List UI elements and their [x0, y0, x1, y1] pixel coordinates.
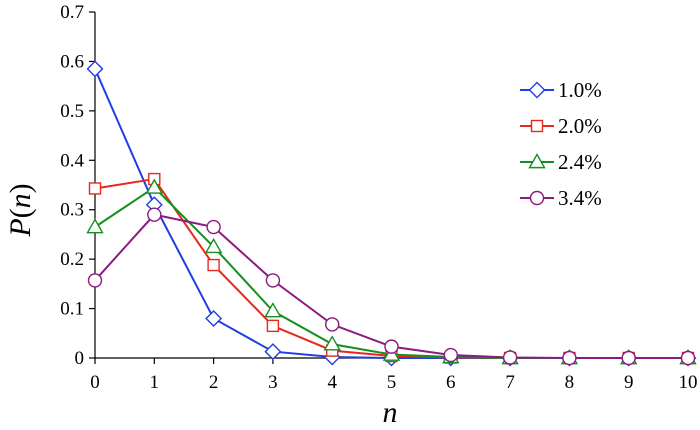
legend-marker [528, 153, 546, 169]
x-ticks: 0 1 2 3 4 5 6 7 8 9 10 [90, 358, 698, 393]
data-point [443, 347, 458, 363]
y-axis-title-open: ( [4, 208, 37, 218]
data-point [680, 350, 696, 366]
data-point [264, 302, 282, 318]
data-point [384, 339, 399, 354]
y-tick-label: 0.5 [60, 101, 84, 122]
data-point [502, 350, 518, 365]
legend: 1.0% 2.0% 2.4% 3.4% [520, 78, 602, 210]
x-tick-label: 5 [387, 372, 397, 393]
x-tick-label: 6 [446, 372, 456, 393]
y-axis-title-main: P [4, 218, 37, 237]
x-tick-label: 4 [327, 372, 337, 393]
axes [94, 12, 688, 359]
legend-label: 2.0% [558, 114, 602, 138]
legend-label: 3.4% [558, 186, 602, 210]
x-tick-label: 1 [150, 372, 160, 393]
data-point [86, 60, 104, 78]
data-point [325, 317, 340, 332]
series-4 [87, 207, 696, 366]
x-tick-label: 3 [268, 372, 278, 393]
y-axis-title-close: ) [4, 183, 37, 193]
y-tick-label: 0.4 [60, 150, 84, 171]
legend-label: 1.0% [558, 78, 602, 102]
data-point [264, 343, 282, 361]
x-tick-label: 10 [679, 372, 698, 393]
data-point [266, 319, 280, 333]
legend-item: 3.4% [520, 186, 602, 210]
legend-marker [530, 119, 544, 133]
y-tick-label: 0.6 [60, 51, 84, 72]
series-line [94, 68, 688, 359]
legend-marker [529, 190, 545, 206]
data-point [145, 178, 164, 194]
y-tick-label: 0 [75, 348, 85, 369]
legend-label: 2.4% [558, 150, 602, 174]
data-point [86, 218, 104, 234]
data-point [207, 258, 220, 272]
x-tick-label: 7 [505, 372, 515, 393]
series-line [94, 186, 688, 359]
data-point [88, 182, 102, 195]
series-3 [86, 178, 697, 365]
y-tick-label: 0.2 [60, 249, 84, 270]
legend-marker [528, 81, 546, 99]
x-axis-title: n [383, 396, 398, 429]
data-point [323, 335, 341, 351]
x-tick-label: 0 [90, 372, 100, 393]
data-point [265, 273, 281, 288]
series-line [94, 213, 688, 359]
legend-item: 1.0% [520, 78, 602, 102]
x-tick-label: 9 [624, 372, 634, 393]
data-point [87, 273, 103, 288]
series-2 [88, 172, 695, 365]
y-tick-label: 0.1 [60, 299, 84, 320]
legend-item: 2.4% [520, 150, 602, 174]
series-layer [86, 60, 697, 367]
y-tick-label: 0.3 [60, 200, 84, 221]
y-tick-label: 0.7 [60, 2, 84, 23]
y-axis-title-var: n [4, 193, 37, 208]
y-axis-title: P(n) [4, 183, 37, 237]
data-point [205, 309, 223, 327]
y-ticks: 0 0.1 0.2 0.3 0.4 0.5 0.6 0.7 [60, 2, 95, 369]
data-point [562, 350, 577, 366]
data-point [621, 350, 636, 366]
data-point [206, 219, 221, 235]
x-tick-label: 8 [565, 372, 575, 393]
data-point [147, 207, 162, 222]
x-tick-label: 2 [209, 372, 219, 393]
legend-item: 2.0% [520, 114, 602, 138]
data-point [204, 237, 223, 254]
